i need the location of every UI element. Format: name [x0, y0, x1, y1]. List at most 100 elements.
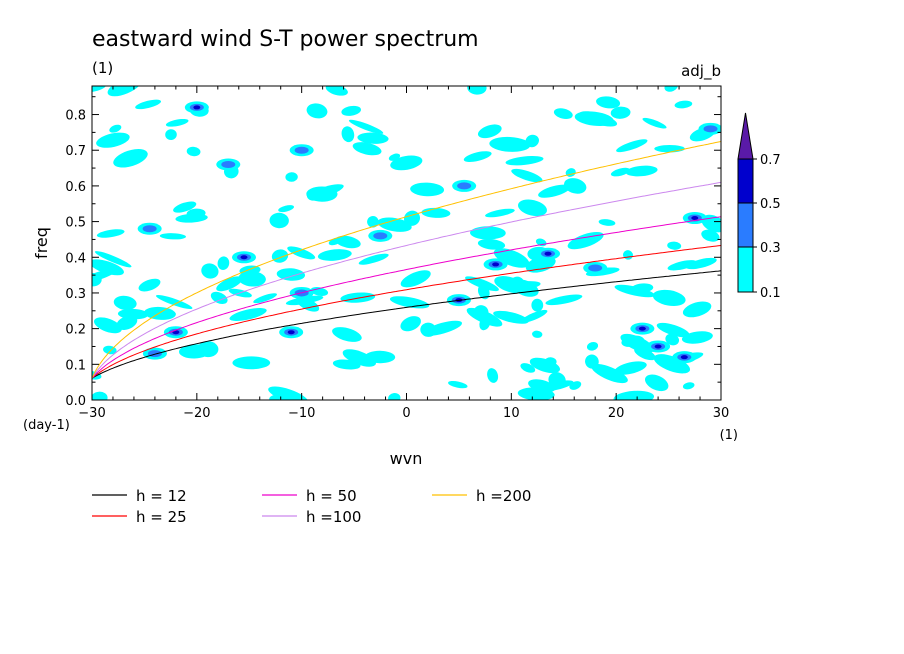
contour-patch	[400, 270, 431, 288]
contour-patch	[175, 213, 208, 223]
contour-patch	[531, 298, 544, 312]
contour-patch	[548, 372, 566, 389]
x-tick-label: 10	[503, 406, 520, 421]
contour-patch	[357, 132, 389, 144]
contour-patch	[616, 139, 648, 153]
colorbar-label: 0.1	[760, 286, 781, 301]
contour-patch	[390, 155, 423, 171]
contour-patch	[144, 306, 176, 320]
contour-patch	[341, 126, 355, 143]
contour-patch	[216, 276, 243, 292]
contour-patch	[217, 256, 230, 270]
series-line-50	[92, 216, 721, 379]
contour-patch	[229, 307, 267, 322]
series-line-25	[92, 245, 721, 379]
contour-patch	[467, 86, 487, 95]
contour-patch	[517, 387, 555, 400]
contour-patch	[493, 310, 529, 324]
contour-patch	[667, 260, 697, 271]
contour-patch	[652, 289, 686, 306]
contour-patch	[317, 249, 352, 261]
contour-patch	[388, 392, 401, 400]
contour-patch	[520, 363, 536, 373]
contour-patch-level-0.5	[492, 262, 500, 267]
contour-patch	[269, 394, 281, 400]
y-tick-label: 0.3	[65, 287, 86, 302]
contour-patch	[306, 187, 323, 201]
contour-patch	[564, 178, 587, 194]
contour-patch	[487, 368, 499, 383]
contour-patch	[665, 333, 680, 346]
contour-patch	[489, 136, 531, 152]
contour-patch	[598, 219, 616, 226]
contour-patch	[470, 226, 506, 240]
contour-patch	[485, 208, 515, 218]
contour-patch-level-0.5	[680, 355, 688, 360]
contour-patch	[674, 100, 693, 109]
x-axis-label: wvn	[390, 449, 423, 468]
contour-patch-level-0.3	[588, 264, 603, 272]
y-tick-label: 0.4	[65, 251, 86, 266]
contour-patch	[509, 276, 525, 292]
contour-patch	[477, 284, 490, 300]
contour-patch	[96, 229, 125, 238]
y-tick-label: 0.0	[65, 394, 86, 409]
colorbar-label: 0.3	[760, 241, 781, 256]
contour-patch	[625, 165, 658, 177]
y-tick-label: 0.6	[65, 180, 86, 195]
contour-patch	[96, 132, 130, 148]
contour-patch	[685, 257, 717, 270]
contour-patch	[93, 317, 122, 334]
contour-patch-level-0.3	[373, 232, 388, 240]
contour-patch	[511, 168, 543, 183]
contour-patch	[389, 296, 430, 309]
contour-patch	[567, 231, 604, 250]
y-tick-label: 0.5	[65, 216, 86, 231]
contour-patch-level-0.5	[654, 344, 662, 349]
contour-patch-level-0.3	[142, 225, 157, 233]
x-tick-label: 20	[608, 406, 625, 421]
contour-patch	[210, 291, 228, 304]
colorbar-box	[737, 158, 754, 204]
colorbar-box	[737, 246, 754, 293]
contour-patch-level-0.3	[221, 161, 236, 168]
contour-patch-level-0.5	[193, 105, 201, 110]
contour-patch	[113, 295, 137, 311]
contour-patch	[271, 249, 289, 263]
contour-patch	[565, 168, 576, 177]
legend-label: h =200	[476, 487, 531, 505]
colorbar: 0.1 0.3 0.5 0.7	[737, 112, 781, 301]
contour-patch	[529, 357, 561, 374]
contour-patch	[596, 96, 621, 109]
contour-patch	[92, 391, 108, 400]
x-axis: −30 −20 −10 0 10 20 30	[78, 86, 729, 421]
x-tick-label: 30	[713, 406, 730, 421]
contour-patch	[276, 268, 306, 281]
contour-patch	[465, 276, 499, 292]
contour-patch	[654, 144, 685, 153]
colorbar-extend-triangle	[737, 112, 754, 160]
legend-label: h = 25	[136, 508, 187, 526]
contour-patch	[173, 201, 197, 213]
contour-patch	[701, 214, 721, 233]
y-unit-label: (day-1)	[23, 418, 70, 433]
contour-patch	[644, 374, 669, 392]
contour-patch-level-0.5	[287, 330, 295, 335]
contour-patch	[656, 322, 690, 338]
contour-patch	[682, 382, 695, 390]
contour-patch-level-0.3	[294, 146, 309, 154]
contour-patch	[352, 142, 382, 156]
contour-patch	[610, 167, 631, 177]
contour-patch	[532, 330, 543, 338]
contour-patch	[473, 305, 489, 321]
contour-patch	[138, 278, 161, 292]
contour-patch	[109, 124, 122, 133]
x-tick-label: −30	[78, 406, 105, 421]
contour-patch	[701, 229, 720, 242]
contour-patch	[634, 347, 656, 361]
contour-field	[92, 86, 721, 400]
y-tick-label: 0.7	[65, 144, 86, 159]
contour-patch	[285, 172, 298, 182]
contour-patch-level-0.5	[638, 326, 646, 331]
contour-patch	[410, 182, 445, 197]
